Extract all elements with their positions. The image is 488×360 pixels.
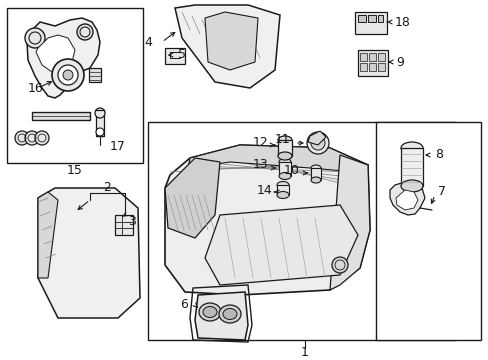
Text: 8: 8 bbox=[434, 148, 442, 162]
Ellipse shape bbox=[400, 180, 422, 192]
Polygon shape bbox=[36, 35, 75, 72]
Circle shape bbox=[331, 257, 347, 273]
Bar bbox=[279, 162, 290, 176]
Circle shape bbox=[63, 70, 73, 80]
Text: 9: 9 bbox=[395, 55, 403, 68]
Bar bbox=[367, 15, 375, 22]
Bar bbox=[354, 12, 386, 34]
Polygon shape bbox=[164, 158, 220, 238]
Circle shape bbox=[52, 59, 84, 91]
Bar bbox=[115, 215, 133, 235]
Circle shape bbox=[306, 132, 328, 154]
Ellipse shape bbox=[310, 177, 320, 183]
Bar bbox=[377, 63, 384, 71]
Text: 6: 6 bbox=[180, 298, 187, 311]
Bar bbox=[164, 48, 184, 64]
Ellipse shape bbox=[223, 309, 237, 320]
Bar bbox=[400, 148, 422, 186]
Polygon shape bbox=[307, 131, 325, 145]
Ellipse shape bbox=[400, 142, 422, 154]
Bar bbox=[368, 63, 375, 71]
Ellipse shape bbox=[278, 136, 291, 144]
Circle shape bbox=[95, 108, 105, 118]
Polygon shape bbox=[164, 145, 369, 295]
Text: 10: 10 bbox=[284, 165, 299, 177]
Polygon shape bbox=[195, 292, 247, 340]
Polygon shape bbox=[38, 192, 58, 278]
Text: 7: 7 bbox=[437, 185, 445, 198]
Ellipse shape bbox=[199, 303, 221, 321]
Ellipse shape bbox=[276, 181, 288, 189]
Polygon shape bbox=[187, 145, 367, 172]
Circle shape bbox=[58, 65, 78, 85]
Ellipse shape bbox=[279, 172, 290, 180]
Text: 17: 17 bbox=[110, 140, 125, 153]
Polygon shape bbox=[204, 12, 258, 70]
Bar bbox=[357, 15, 365, 22]
Polygon shape bbox=[27, 18, 100, 98]
Ellipse shape bbox=[276, 192, 288, 198]
Circle shape bbox=[96, 128, 104, 136]
Circle shape bbox=[310, 136, 325, 150]
Bar bbox=[375, 122, 480, 340]
Ellipse shape bbox=[203, 306, 217, 318]
Circle shape bbox=[25, 131, 39, 145]
Text: 14: 14 bbox=[256, 184, 271, 198]
Polygon shape bbox=[38, 188, 140, 318]
Polygon shape bbox=[389, 182, 424, 215]
Text: 1: 1 bbox=[301, 346, 308, 360]
Circle shape bbox=[25, 28, 45, 48]
Bar bbox=[359, 53, 366, 61]
Bar bbox=[368, 53, 375, 61]
Circle shape bbox=[35, 131, 49, 145]
Text: 2: 2 bbox=[103, 181, 111, 194]
Text: 18: 18 bbox=[394, 15, 410, 28]
Text: 13: 13 bbox=[252, 158, 267, 171]
Bar bbox=[278, 140, 291, 156]
Bar bbox=[359, 63, 366, 71]
Polygon shape bbox=[204, 205, 357, 285]
Bar bbox=[96, 110, 104, 136]
Polygon shape bbox=[175, 5, 280, 88]
Ellipse shape bbox=[310, 165, 320, 171]
Bar bbox=[148, 122, 455, 340]
Polygon shape bbox=[395, 190, 417, 210]
Text: 5: 5 bbox=[178, 49, 185, 62]
Text: 3: 3 bbox=[128, 216, 136, 229]
Ellipse shape bbox=[279, 158, 290, 166]
Ellipse shape bbox=[278, 152, 291, 160]
Text: 15: 15 bbox=[67, 165, 83, 177]
Circle shape bbox=[77, 24, 93, 40]
Text: 4: 4 bbox=[144, 36, 152, 49]
Polygon shape bbox=[329, 155, 369, 290]
Bar bbox=[377, 15, 382, 22]
Bar bbox=[310, 168, 320, 180]
Text: 11: 11 bbox=[274, 134, 289, 147]
Bar bbox=[377, 53, 384, 61]
Bar bbox=[357, 50, 387, 76]
Bar bbox=[276, 185, 288, 195]
Text: 16: 16 bbox=[28, 81, 43, 94]
Ellipse shape bbox=[219, 305, 241, 323]
Text: 12: 12 bbox=[252, 136, 267, 149]
Bar bbox=[32, 112, 90, 120]
Circle shape bbox=[15, 131, 29, 145]
Bar bbox=[7, 8, 142, 163]
Bar bbox=[89, 68, 101, 82]
